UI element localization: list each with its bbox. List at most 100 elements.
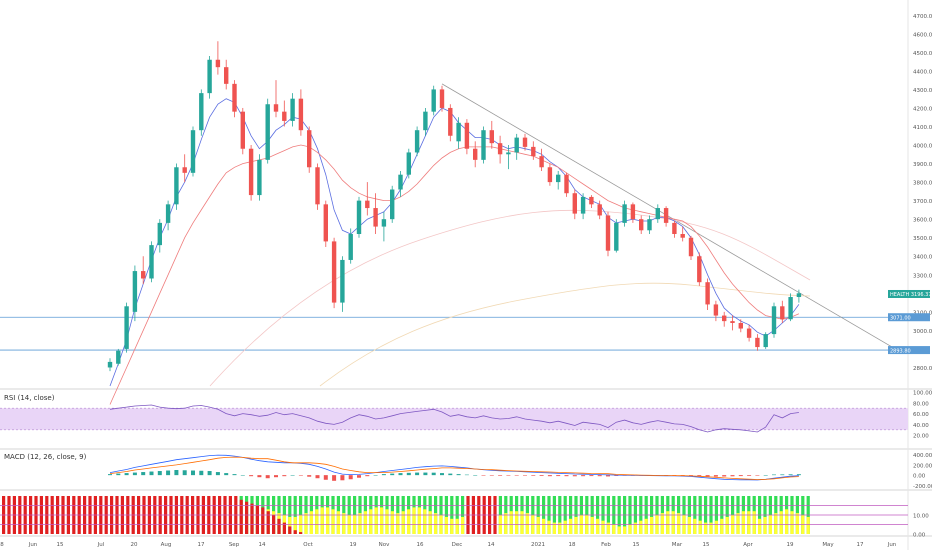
candle-body	[240, 111, 245, 149]
candle-body	[663, 208, 669, 223]
oscillator-bar	[261, 507, 265, 534]
oscillator-bar	[779, 511, 783, 534]
oscillator-bar	[714, 520, 718, 534]
macd-histogram-bar	[348, 475, 353, 480]
candle-body	[672, 222, 677, 234]
time-tick-label: 19	[787, 542, 794, 548]
candle-body	[406, 152, 411, 175]
candle-body	[763, 334, 768, 348]
macd-pane[interactable]	[108, 454, 801, 481]
macd-histogram-bar	[315, 475, 320, 479]
time-tick-label: Sep	[229, 542, 240, 548]
macd-histogram-bar	[796, 474, 801, 476]
time-tick-label: 20	[131, 542, 138, 548]
oscillator-bar	[250, 503, 254, 534]
oscillator-bar	[407, 509, 411, 534]
macd-histogram-bar	[523, 475, 527, 476]
oscillator-bar	[525, 513, 529, 534]
candle-body	[248, 148, 254, 196]
oscillator-bar	[547, 520, 551, 534]
time-tick-label: May	[822, 542, 834, 548]
oscillator-bar	[266, 511, 270, 534]
time-tick-label: Oct	[303, 542, 313, 548]
oscillator-bar	[704, 522, 708, 534]
candle-body	[639, 219, 644, 231]
price-tick-label: 4500.00	[913, 51, 932, 57]
oscillator-bar	[380, 507, 384, 534]
oscillator-bar	[428, 511, 432, 534]
rsi-tick-label: 20.00	[913, 434, 929, 440]
oscillator-bar	[277, 518, 281, 534]
candle-body	[605, 215, 611, 251]
macd-histogram-bar	[556, 475, 561, 477]
macd-histogram-bar	[141, 472, 146, 476]
oscillator-bar	[677, 513, 681, 534]
macd-histogram-bar	[755, 475, 760, 476]
candle-body	[257, 159, 262, 196]
candle-body	[531, 146, 536, 157]
candle-body	[315, 167, 320, 205]
macd-histogram-bar	[182, 470, 187, 476]
candle-body	[165, 204, 171, 223]
macd-histogram-bar	[722, 475, 727, 477]
candle-body	[207, 59, 212, 94]
oscillator-pane[interactable]	[0, 496, 908, 534]
candle-body	[464, 122, 470, 149]
time-tick-label: 15	[57, 542, 64, 548]
candle-body	[373, 208, 378, 227]
candle-body	[190, 130, 196, 173]
oscillator-bar	[660, 513, 664, 534]
oscillator-bar	[795, 513, 799, 534]
rsi-pane[interactable]	[0, 404, 908, 433]
candle-body	[614, 222, 619, 251]
candle-body	[132, 271, 138, 312]
oscillator-bar	[563, 520, 567, 534]
macd-histogram-bar	[738, 475, 743, 477]
oscillator-bar	[450, 518, 454, 534]
macd-histogram-bar	[406, 472, 411, 476]
main-price-pane[interactable]	[0, 41, 908, 405]
price-tick-label: 3900.00	[913, 162, 932, 168]
oscillator-bar	[369, 509, 373, 534]
macd-histogram-bar	[124, 473, 129, 476]
macd-histogram-bar	[191, 470, 195, 476]
candle-body	[705, 282, 710, 305]
macd-histogram-bar	[730, 475, 735, 477]
candle-body	[780, 306, 785, 320]
time-tick-label: Jun	[28, 542, 38, 548]
macd-histogram-bar	[763, 475, 768, 476]
macd-histogram-bar	[132, 472, 137, 476]
time-tick-label: 14	[259, 542, 266, 548]
oscillator-bar	[671, 511, 675, 534]
macd-histogram-bar	[290, 475, 295, 476]
oscillator-bar	[774, 513, 778, 534]
long-ma-line	[209, 209, 811, 387]
oscillator-bar	[698, 520, 702, 534]
candle-body	[456, 122, 461, 142]
macd-histogram-bar	[298, 475, 303, 476]
candle-body	[224, 67, 229, 84]
candle-body	[356, 200, 362, 234]
candle-body	[307, 130, 312, 168]
candle-body	[647, 219, 652, 231]
macd-histogram-bar	[307, 475, 312, 477]
oscillator-bar	[509, 511, 513, 534]
oscillator-bar	[741, 511, 745, 534]
oscillator-bar	[601, 520, 605, 534]
macd-histogram-bar	[431, 472, 436, 476]
oscillator-bar	[358, 513, 362, 534]
oscillator-bar	[720, 518, 724, 534]
candle-body	[630, 204, 636, 220]
oscillator-bar	[390, 511, 394, 534]
candle-body	[697, 256, 702, 283]
oscillator-bar	[747, 511, 751, 534]
macd-histogram-bar	[589, 475, 594, 477]
time-tick-label: 2021	[531, 542, 545, 548]
macd-tick-label: -200.00	[913, 484, 932, 490]
price-tag	[888, 346, 930, 355]
price-tick-label: 3500.00	[913, 236, 932, 242]
macd-histogram-bar	[481, 475, 486, 476]
price-tick-label: 3800.00	[913, 181, 932, 187]
candle-body	[556, 174, 561, 183]
